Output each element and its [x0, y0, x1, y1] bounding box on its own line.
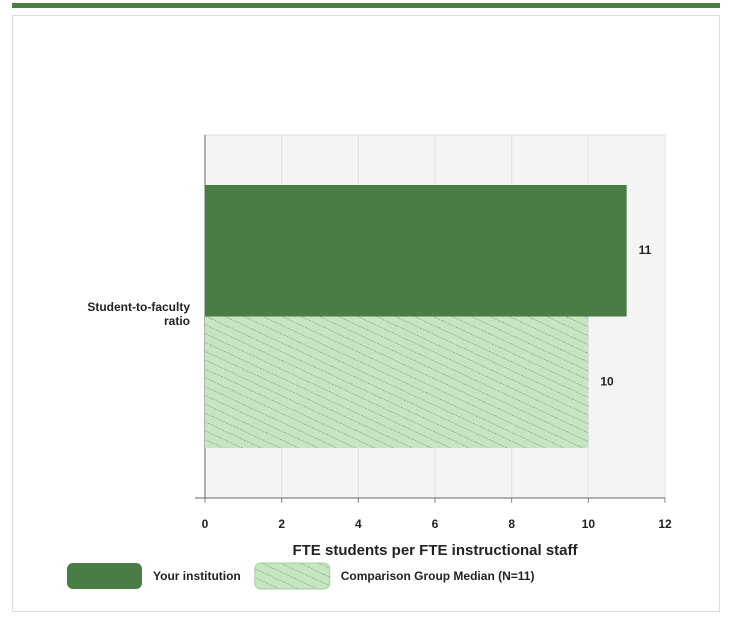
- bar: [205, 316, 589, 448]
- x-tick-label: 12: [658, 517, 672, 531]
- category-label: Student-to-faculty ratio: [87, 300, 190, 328]
- legend-swatch: [67, 563, 142, 589]
- value-label: 10: [600, 374, 614, 388]
- x-tick-label: 4: [355, 517, 362, 531]
- x-tick-label: 2: [278, 517, 285, 531]
- top-accent: [12, 3, 720, 8]
- x-tick-label: 10: [582, 517, 596, 531]
- x-axis-title: FTE students per FTE instructional staff: [292, 542, 578, 559]
- x-tick-label: 8: [508, 517, 515, 531]
- x-tick-label: 0: [202, 517, 209, 531]
- legend-label: Comparison Group Median (N=11): [341, 569, 535, 583]
- value-label: 11: [639, 243, 652, 257]
- x-tick-label: 6: [432, 517, 439, 531]
- legend-label: Your institution: [153, 569, 241, 583]
- legend-swatch: [254, 562, 331, 590]
- bar: [205, 185, 627, 317]
